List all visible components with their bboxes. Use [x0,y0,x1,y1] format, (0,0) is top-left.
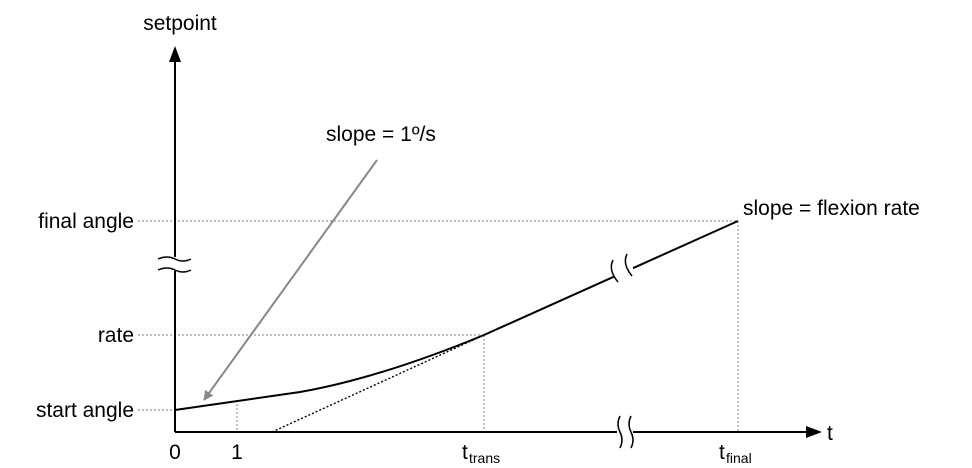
tick-label-t-trans: t [462,441,468,464]
annotation-final-slope: slope = flexion rate [743,197,920,220]
axis-break-icon [617,415,634,449]
tick-label-t-trans-subscript: trans [469,450,500,466]
setpoint-curve [174,220,739,411]
x-axis-title: t [827,422,833,445]
tick-label-rate: rate [98,324,134,347]
tick-label-final-angle: final angle [38,210,134,233]
tick-label-start-angle: start angle [36,399,134,422]
arrowhead-icon [806,426,822,438]
tick-label-t-final: t [719,441,725,464]
annotation-initial-slope: slope = 1º/s [326,123,436,146]
tangent-line [271,334,485,433]
line-break-icon [610,253,635,283]
tick-label-zero: 0 [169,441,181,464]
axis-break-icon [157,256,192,273]
tick-label-t-final-subscript: final [726,450,752,466]
tick-label-one: 1 [231,441,243,464]
arrowhead-icon [169,46,181,62]
slope-pointer-arrow [203,159,378,401]
y-axis-title: setpoint [143,12,217,35]
